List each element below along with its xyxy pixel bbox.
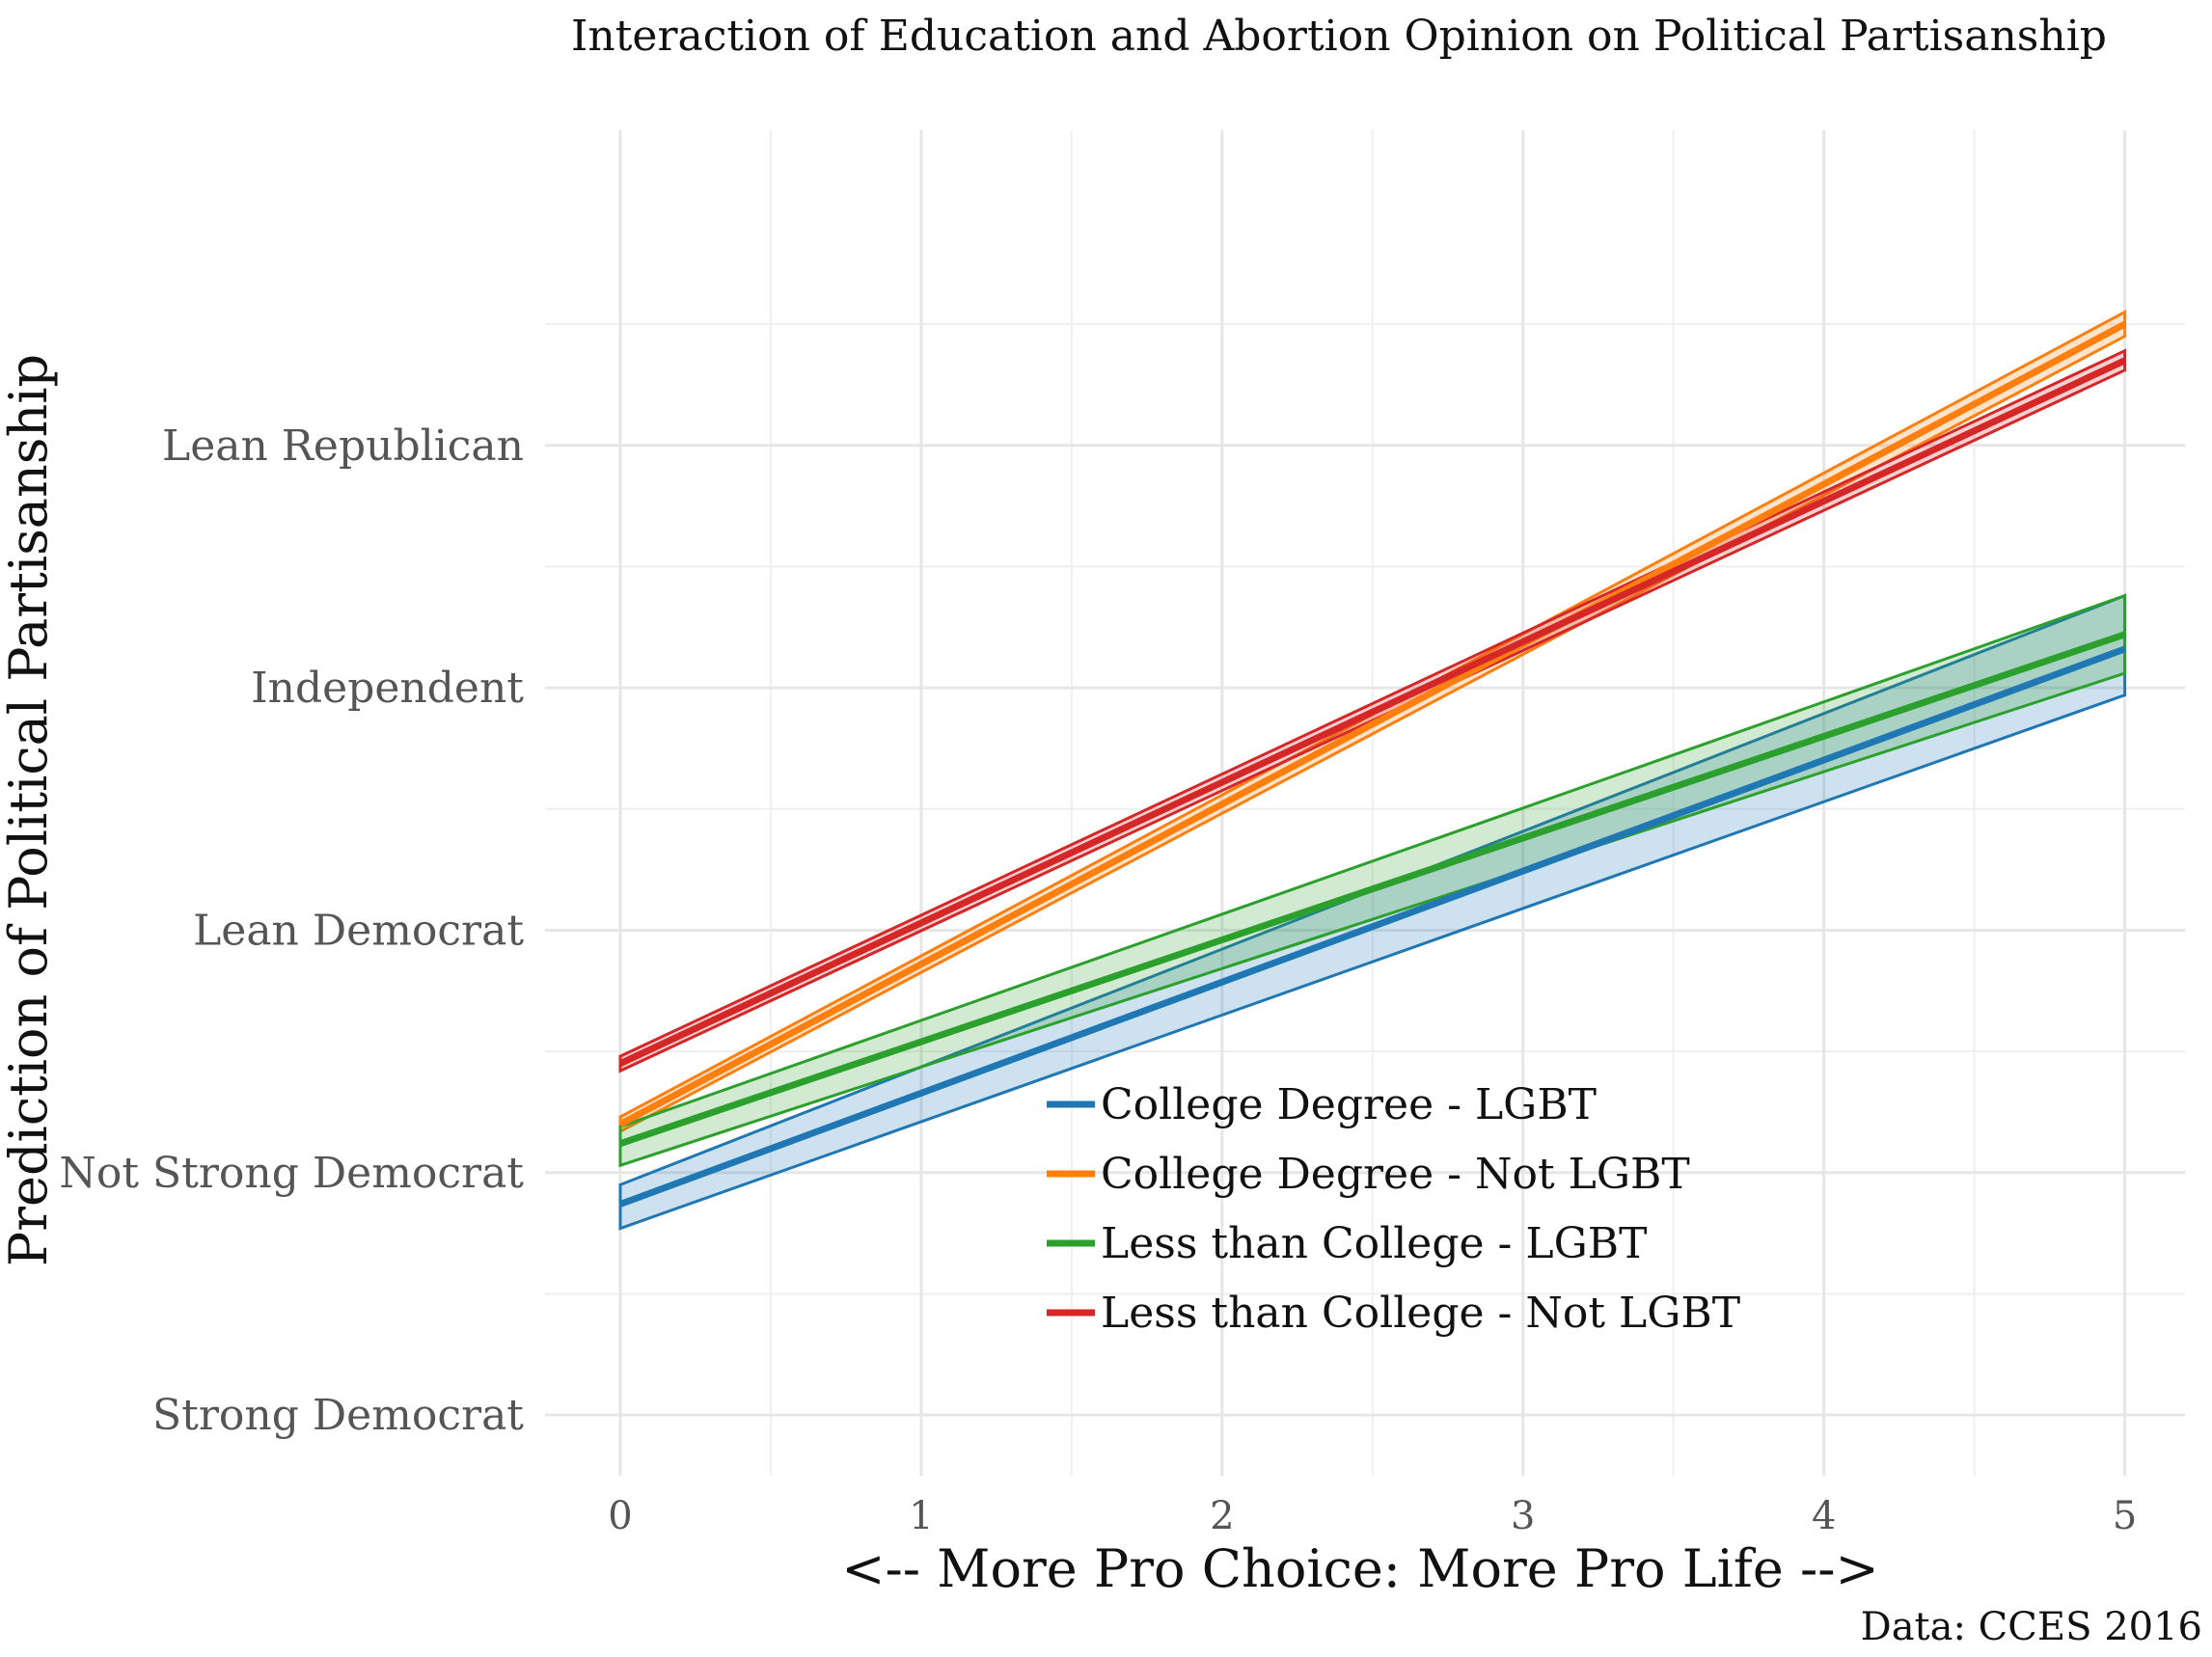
x-tick-label-0: 0 bbox=[608, 1494, 632, 1538]
fit-lines bbox=[618, 320, 2127, 1208]
legend-label-0: College Degree - LGBT bbox=[1101, 1080, 1597, 1129]
y-tick-label-4: Lean Republican bbox=[162, 421, 524, 471]
x-tick-label-3: 3 bbox=[1511, 1494, 1535, 1538]
x-axis-ticks: 0 1 2 3 4 5 bbox=[608, 1494, 2137, 1538]
x-tick-label-5: 5 bbox=[2113, 1494, 2137, 1538]
grid bbox=[545, 130, 2185, 1476]
x-axis-title: <-- More Pro Choice: More Pro Life --> bbox=[841, 1538, 1878, 1599]
legend-label-3: Less than College - Not LGBT bbox=[1101, 1289, 1740, 1338]
legend-label-2: Less than College - LGBT bbox=[1101, 1219, 1647, 1268]
fit-line-series-0 bbox=[618, 645, 2126, 1208]
ribbon-series-2 bbox=[618, 593, 2127, 1168]
caption: Data: CCES 2016 bbox=[1861, 1605, 2202, 1649]
y-tick-label-3: Independent bbox=[251, 664, 524, 713]
y-tick-label-0: Strong Democrat bbox=[152, 1391, 524, 1440]
fit-line-series-2 bbox=[618, 631, 2126, 1147]
legend-label-1: College Degree - Not LGBT bbox=[1101, 1150, 1690, 1199]
x-tick-label-4: 4 bbox=[1812, 1494, 1836, 1538]
y-axis-title: Prediction of Political Partisanship bbox=[0, 354, 59, 1266]
x-tick-label-2: 2 bbox=[1210, 1494, 1234, 1538]
y-tick-label-1: Not Strong Democrat bbox=[59, 1149, 524, 1198]
chart-title: Interaction of Education and Abortion Op… bbox=[571, 12, 2107, 61]
x-tick-label-1: 1 bbox=[909, 1494, 933, 1538]
legend: College Degree - LGBT College Degree - No… bbox=[1047, 1080, 1740, 1338]
y-tick-label-2: Lean Democrat bbox=[193, 906, 524, 955]
y-axis-ticks: Strong Democrat Not Strong Democrat Lean D… bbox=[59, 421, 524, 1440]
ribbon-series-0 bbox=[618, 593, 2127, 1231]
fit-line-series-1 bbox=[618, 320, 2127, 1127]
fit-line-series-3 bbox=[618, 357, 2127, 1067]
